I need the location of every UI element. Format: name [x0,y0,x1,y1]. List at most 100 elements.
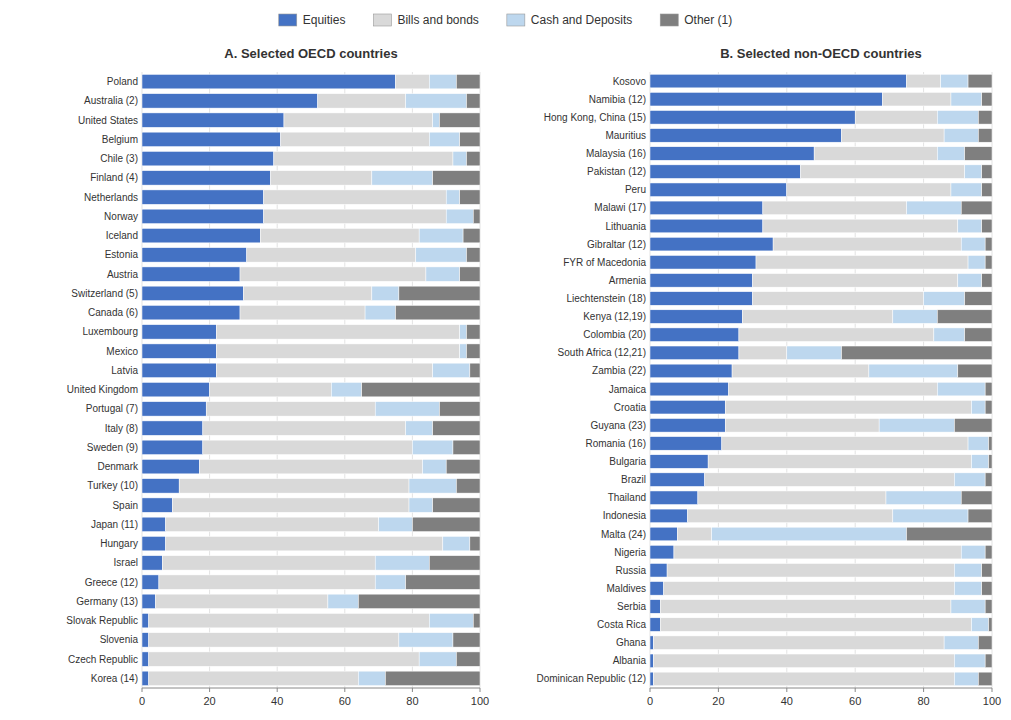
tick-mark [923,688,924,692]
tick-mark [786,688,787,692]
bar-segment [763,219,958,233]
bar-segment [961,237,985,251]
bar-segment [961,545,985,559]
bar-segment [650,437,722,451]
bar-segment [149,652,419,666]
grid [650,72,992,688]
bar-segment [677,527,711,541]
bar-segment [982,563,992,577]
bar-segment [893,310,937,324]
bar-segment [362,382,480,396]
category-label: Spain [112,500,138,511]
bar-segment [375,556,429,570]
bar-segment [409,479,456,493]
bar-segment [274,151,453,165]
bar-segment [660,618,971,632]
bar-segment [650,419,725,433]
bar-segment [372,286,399,300]
bar-segment [142,325,216,339]
bar-segment [985,600,992,614]
bar-segment [753,292,924,306]
bar-segment [961,201,992,215]
category-label: Serbia [617,601,646,612]
bar-segment [941,74,968,88]
bar-segment [971,618,988,632]
bar-segment [365,305,395,319]
tick-label: 100 [471,695,489,707]
bar-segment [712,527,907,541]
category-label: Germany (13) [76,596,138,607]
bar-segment [210,382,332,396]
bar-segment [708,455,971,469]
bar-segment [965,328,992,342]
bar-segment [705,473,955,487]
bar-segment [142,575,159,589]
bar-segment [453,440,480,454]
bar-segment [426,267,460,281]
bar-segment [149,671,359,685]
legend: EquitiesBills and bondsCash and Deposits… [279,13,733,27]
category-label: Switzerland (5) [71,288,138,299]
bar-segment [978,129,992,143]
bar-segment [466,325,480,339]
tick-label: 20 [712,695,724,707]
category-label: Dominican Republic (12) [537,673,647,684]
bar-segment [893,509,968,523]
grid [142,72,480,688]
category-label: Japan (11) [91,519,138,530]
grid-line [992,72,993,688]
bar-segment [460,325,467,339]
legend-item: Other (1) [660,13,732,27]
bar-segment [372,171,433,185]
bar-segment [944,636,978,650]
bar-segment [650,491,698,505]
bar-segment [429,74,456,88]
bar-segment [944,129,978,143]
bar-segment [951,600,985,614]
category-label: Maldives [607,583,646,594]
bar-segment [142,479,179,493]
bar-segment [149,633,399,647]
bar-segment [650,74,907,88]
category-label: Sweden (9) [87,442,138,453]
bar-segment [965,147,992,161]
bar-segment [412,517,480,531]
bar-segment [142,248,247,262]
bar-segment [650,545,674,559]
bar-segment [409,498,433,512]
category-label: Romania (16) [585,438,646,449]
bar-segment [149,613,430,627]
category-label: Namibia (12) [589,94,646,105]
category-label: Italy (8) [105,423,138,434]
category-label: Brazil [621,474,646,485]
category-label: Greece (12) [85,577,138,588]
bar-segment [240,305,365,319]
bar-segment [954,654,985,668]
bar-segment [142,440,203,454]
bar-segment [240,267,426,281]
category-label: Kenya (12,19) [583,311,646,322]
bar-segment [985,237,992,251]
bar-segment [470,536,480,550]
bar-segment [965,292,992,306]
bar-segment [653,654,954,668]
bar-segment [937,147,964,161]
category-label: Malawi (17) [594,202,646,213]
bar-segment [688,509,893,523]
bar-segment [787,183,951,197]
bar-segment [965,165,982,179]
category-label: Ghana [616,637,646,648]
bar-segment [971,455,988,469]
bar-segment [439,402,480,416]
category-label: Liechtenstein (18) [567,293,647,304]
bar-segment [650,636,653,650]
bar-segment [453,633,480,647]
bar-segment [199,459,422,473]
category-label: United States [78,115,138,126]
bar-segment [433,363,470,377]
bar-segment [961,491,992,505]
bar-segment [650,672,653,686]
bar-segment [907,74,941,88]
chart-root: EquitiesBills and bondsCash and Deposits… [0,0,1011,720]
bar-segment [446,190,460,204]
